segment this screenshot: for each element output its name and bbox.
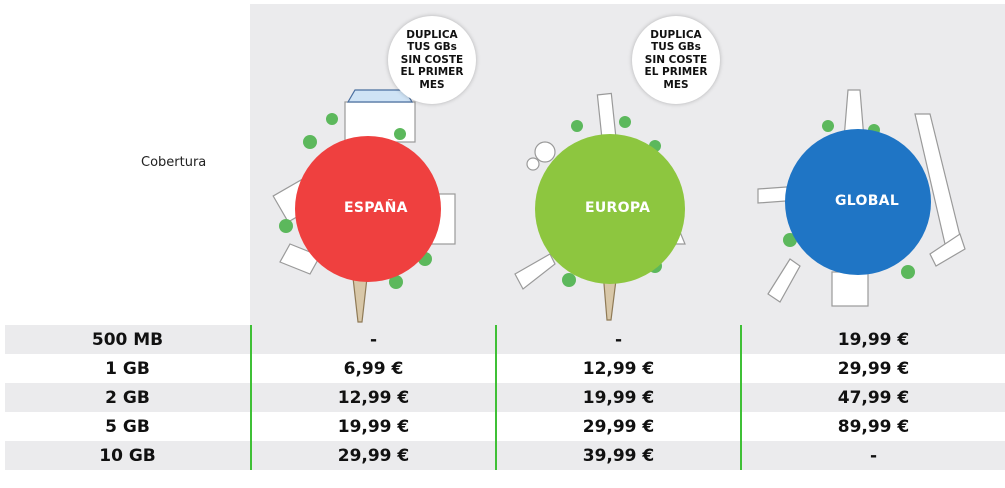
coverage-banner: ESPAÑA DUPLICA TUS GBs SIN COSTE EL PRIM…	[250, 4, 1005, 325]
table-row: 2 GB 12,99 €19,99 €47,99 €	[5, 383, 1005, 412]
price-global-cell: 19,99 €	[740, 325, 1005, 354]
europa-globe	[535, 134, 685, 284]
coverage-label: Cobertura	[141, 155, 207, 170]
price-espana-cell: 12,99 €	[250, 383, 496, 412]
price-europa-cell: 29,99 €	[495, 412, 741, 441]
promo-badge-espana: DUPLICA TUS GBs SIN COSTE EL PRIMER MES	[388, 16, 476, 104]
promo-badge-espana-text: DUPLICA TUS GBs SIN COSTE EL PRIMER MES	[400, 28, 464, 91]
table-row: 500 MB - -19,99 €	[5, 325, 1005, 354]
zone-europa-label: EUROPA	[585, 200, 651, 216]
price-global-cell: 29,99 €	[740, 354, 1005, 383]
zone-espana: ESPAÑA DUPLICA TUS GBs SIN COSTE EL PRIM…	[250, 4, 495, 325]
zone-global: GLOBAL	[740, 4, 985, 325]
price-espana-cell: 29,99 €	[250, 441, 496, 470]
pricing-table: 500 MB - -19,99 €1 GB 6,99 €12,99 €29,99 €2…	[5, 325, 1005, 470]
price-espana-cell: -	[250, 325, 496, 354]
data-size-cell: 10 GB	[5, 441, 251, 470]
promo-badge-europa-text: DUPLICA TUS GBs SIN COSTE EL PRIMER MES	[644, 28, 708, 91]
table-row: 5 GB 19,99 €29,99 €89,99 €	[5, 412, 1005, 441]
price-espana-cell: 19,99 €	[250, 412, 496, 441]
price-espana-cell: 6,99 €	[250, 354, 496, 383]
price-global-cell: -	[740, 441, 1005, 470]
data-size-cell: 500 MB	[5, 325, 251, 354]
espana-landmarks-illustration	[272, 89, 456, 323]
data-size-cell: 5 GB	[5, 412, 251, 441]
europa-landmarks-illustration	[514, 92, 686, 321]
zone-europa: EUROPA DUPLICA TUS GBs SIN COSTE EL PRIM…	[495, 4, 740, 325]
global-globe	[785, 129, 931, 275]
table-row: 10 GB 29,99 €39,99 € -	[5, 441, 1005, 470]
price-europa-cell: 39,99 €	[495, 441, 741, 470]
price-global-cell: 89,99 €	[740, 412, 1005, 441]
price-europa-cell: -	[495, 325, 741, 354]
espana-globe	[295, 136, 441, 282]
global-landmarks-illustration	[757, 89, 966, 307]
zone-espana-label: ESPAÑA	[344, 200, 408, 216]
price-europa-cell: 19,99 €	[495, 383, 741, 412]
zone-global-label: GLOBAL	[835, 193, 900, 209]
data-size-cell: 1 GB	[5, 354, 251, 383]
promo-badge-europa: DUPLICA TUS GBs SIN COSTE EL PRIMER MES	[632, 16, 720, 104]
price-europa-cell: 12,99 €	[495, 354, 741, 383]
data-size-cell: 2 GB	[5, 383, 251, 412]
price-global-cell: 47,99 €	[740, 383, 1005, 412]
table-row: 1 GB 6,99 €12,99 €29,99 €	[5, 354, 1005, 383]
